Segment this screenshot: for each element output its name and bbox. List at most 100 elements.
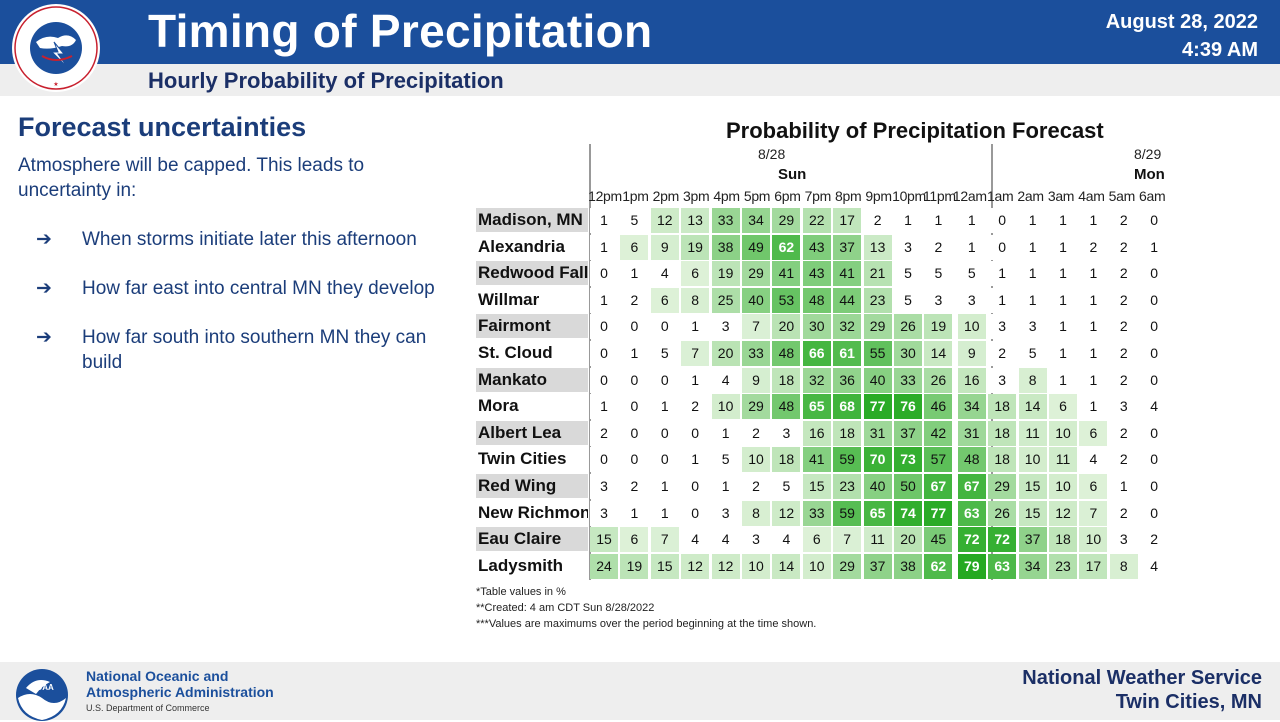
pop-value-cell: 6 bbox=[1049, 394, 1078, 420]
noaa-name: National Oceanic and Atmospheric Adminis… bbox=[86, 668, 274, 700]
pop-value-cell: 14 bbox=[772, 553, 802, 579]
pop-value-cell: 2 bbox=[1109, 234, 1139, 260]
pop-value-cell: 12 bbox=[681, 553, 711, 579]
day-name-label: Sun bbox=[778, 166, 807, 183]
pop-value-cell: 13 bbox=[681, 208, 711, 233]
location-name: Mora bbox=[478, 396, 519, 416]
pop-value-cell: 41 bbox=[833, 261, 863, 287]
noaa-logo-text: NOAA bbox=[30, 683, 54, 692]
pop-value-cell: 11 bbox=[1018, 420, 1048, 446]
nws-logo: ★ bbox=[12, 4, 100, 92]
pop-value-cell: 0 bbox=[620, 367, 650, 393]
pop-value-cell: 0 bbox=[988, 208, 1018, 233]
page-subtitle: Hourly Probability of Precipitation bbox=[148, 68, 504, 93]
pop-value-cell: 1 bbox=[1018, 234, 1048, 260]
pop-value-cell: 59 bbox=[833, 500, 863, 526]
pop-value-cell: 20 bbox=[894, 527, 923, 553]
pop-value-cell: 4 bbox=[1079, 447, 1109, 473]
pop-value-cell: 48 bbox=[772, 394, 802, 420]
hour-label: 11pm bbox=[922, 188, 956, 204]
hour-label: 8pm bbox=[835, 188, 862, 204]
pop-value-cell: 53 bbox=[772, 287, 802, 313]
pop-value-cell: 4 bbox=[772, 527, 802, 553]
pop-value-cell: 1 bbox=[1140, 234, 1170, 260]
pop-value-cell: 30 bbox=[802, 314, 832, 340]
pop-value-cell: 33 bbox=[802, 500, 832, 526]
pop-value-cell: 1 bbox=[620, 341, 650, 366]
pop-value-cell: 36 bbox=[833, 367, 863, 393]
pop-value-cell: 29 bbox=[742, 394, 771, 420]
pop-value-cell: 5 bbox=[924, 261, 954, 287]
pop-value-cell: 1 bbox=[1049, 208, 1078, 233]
location-label: Madison, MN bbox=[476, 208, 588, 232]
pop-value-cell: 10 bbox=[742, 447, 771, 473]
pop-value-cell: 34 bbox=[957, 394, 987, 420]
pop-value-cell: 5 bbox=[772, 474, 802, 499]
pop-value-cell: 18 bbox=[988, 447, 1018, 473]
pop-value-cell: 2 bbox=[988, 341, 1018, 366]
pop-value-cell: 15 bbox=[590, 527, 619, 553]
pop-value-cell: 2 bbox=[1109, 447, 1139, 473]
pop-value-cell: 6 bbox=[1079, 420, 1109, 446]
pop-value-cell: 0 bbox=[1140, 208, 1170, 233]
day-name-label: Mon bbox=[1134, 166, 1165, 183]
pop-value-cell: 0 bbox=[1140, 367, 1170, 393]
location-label: Mora bbox=[476, 394, 588, 418]
pop-value-cell: 1 bbox=[988, 261, 1018, 287]
location-name: Eau Claire bbox=[478, 529, 562, 549]
pop-value-cell: 26 bbox=[988, 500, 1018, 526]
pop-value-cell: 29 bbox=[772, 208, 802, 233]
pop-value-cell: 1 bbox=[681, 447, 711, 473]
note-line: **Created: 4 am CDT Sun 8/28/2022 bbox=[476, 602, 655, 614]
pop-value-cell: 3 bbox=[1109, 394, 1139, 420]
pop-value-cell: 12 bbox=[772, 500, 802, 526]
pop-value-cell: 0 bbox=[1140, 314, 1170, 340]
pop-value-cell: 0 bbox=[590, 367, 619, 393]
pop-value-cell: 2 bbox=[742, 474, 771, 499]
pop-value-cell: 45 bbox=[924, 527, 954, 553]
hour-label: 12am bbox=[952, 188, 987, 204]
pop-value-cell: 0 bbox=[620, 314, 650, 340]
pop-value-cell: 6 bbox=[1079, 474, 1109, 499]
pop-value-cell: 2 bbox=[1109, 367, 1139, 393]
pop-value-cell: 16 bbox=[957, 367, 987, 393]
pop-value-cell: 2 bbox=[742, 420, 771, 446]
pop-value-cell: 12 bbox=[711, 553, 741, 579]
pop-value-cell: 1 bbox=[681, 367, 711, 393]
pop-value-cell: 3 bbox=[957, 287, 987, 313]
pop-value-cell: 0 bbox=[590, 314, 619, 340]
pop-value-cell: 3 bbox=[1018, 314, 1048, 340]
location-label: Ladysmith bbox=[476, 554, 588, 578]
location-name: Madison, MN bbox=[478, 210, 583, 229]
pop-value-cell: 1 bbox=[1079, 314, 1109, 340]
pop-value-cell: 70 bbox=[863, 447, 893, 473]
pop-value-cell: 2 bbox=[1109, 287, 1139, 313]
pop-value-cell: 2 bbox=[1109, 420, 1139, 446]
pop-value-cell: 1 bbox=[1079, 394, 1109, 420]
pop-value-cell: 62 bbox=[772, 234, 802, 260]
location-label: Twin Cities bbox=[476, 447, 588, 471]
pop-value-cell: 26 bbox=[924, 367, 954, 393]
pop-value-cell: 0 bbox=[590, 341, 619, 366]
pop-value-cell: 4 bbox=[711, 367, 741, 393]
nws-office: National Weather Service Twin Cities, MN bbox=[1022, 666, 1262, 714]
uncertainty-panel: Forecast uncertainties Atmosphere will b… bbox=[18, 112, 438, 399]
pop-value-cell: 4 bbox=[650, 261, 680, 287]
nws-line: Twin Cities, MN bbox=[1115, 691, 1262, 713]
hour-label: 6am bbox=[1139, 188, 1166, 204]
location-label: Fairmont bbox=[476, 314, 588, 339]
pop-value-cell: 61 bbox=[833, 341, 863, 366]
pop-value-cell: 23 bbox=[1049, 553, 1078, 579]
pop-value-cell: 13 bbox=[863, 234, 893, 260]
pop-value-cell: 3 bbox=[711, 314, 741, 340]
pop-value-cell: 2 bbox=[1109, 208, 1139, 233]
pop-value-cell: 1 bbox=[1079, 208, 1109, 233]
pop-value-cell: 33 bbox=[742, 341, 771, 366]
bullet-text: How far south into southern MN they can … bbox=[82, 327, 427, 373]
pop-value-cell: 22 bbox=[802, 208, 832, 233]
pop-value-cell: 43 bbox=[802, 234, 832, 260]
pop-value-cell: 1 bbox=[1049, 367, 1078, 393]
pop-value-cell: 6 bbox=[620, 234, 650, 260]
pop-value-cell: 6 bbox=[802, 527, 832, 553]
pop-value-cell: 1 bbox=[1079, 341, 1109, 366]
